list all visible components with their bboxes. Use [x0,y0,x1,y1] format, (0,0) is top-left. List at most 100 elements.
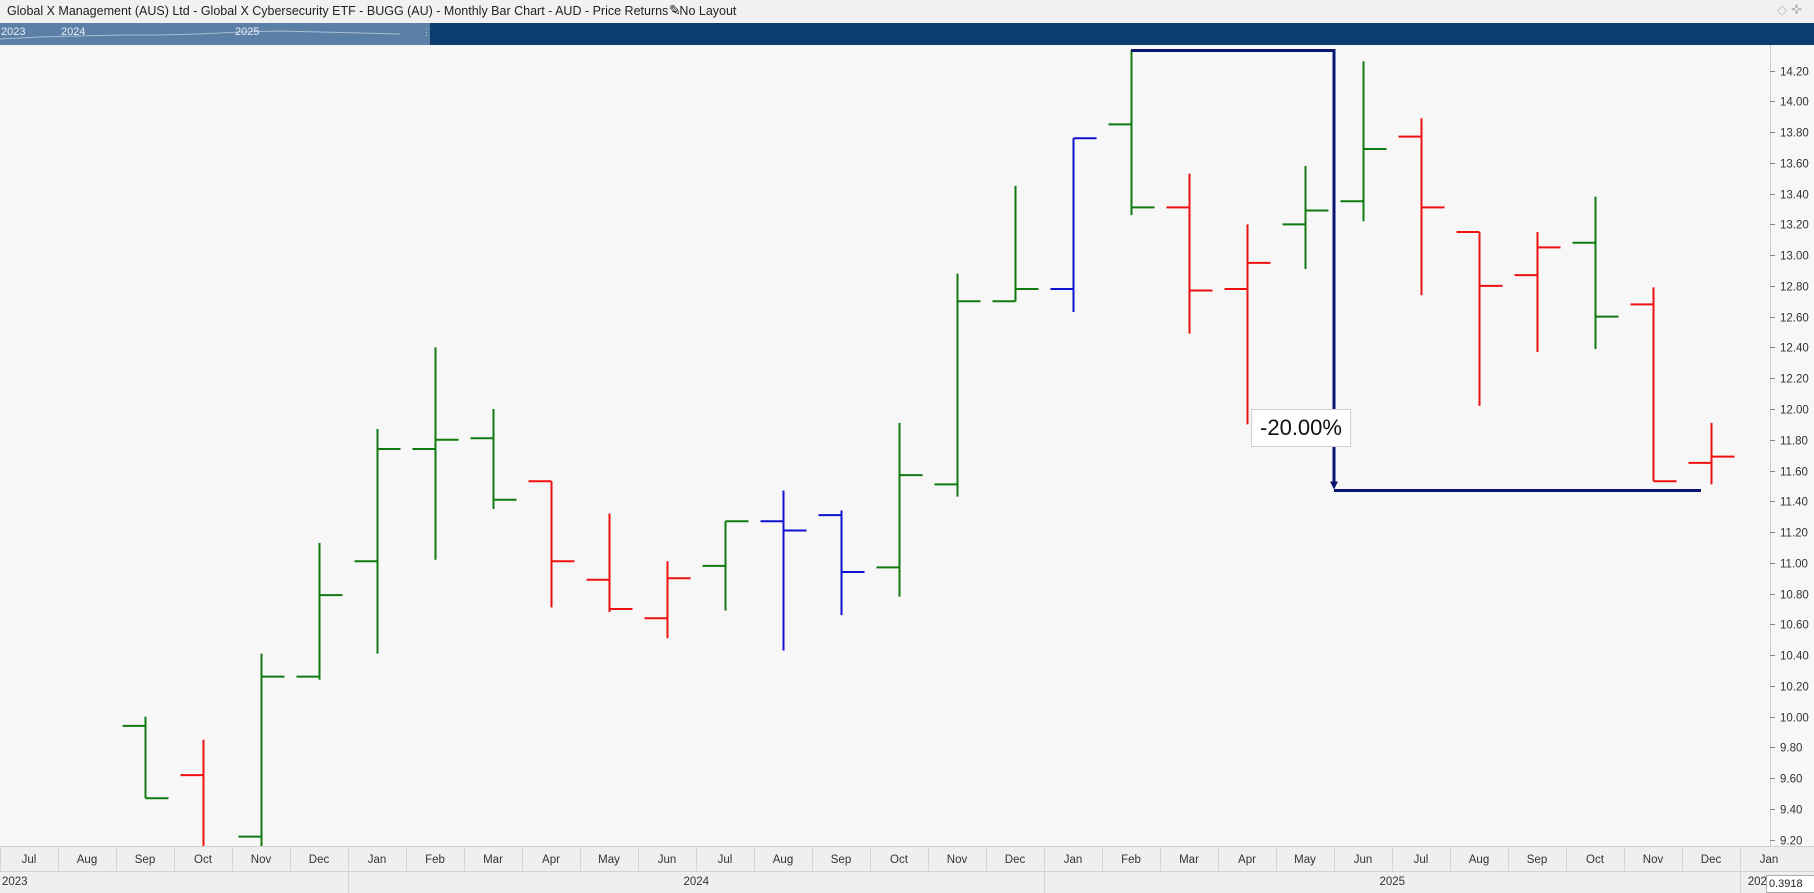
month-label: Jan [1064,854,1083,866]
ohlc-bar [644,561,691,639]
year-label: 2025 [1379,876,1405,888]
month-label: Aug [773,854,793,866]
month-label: Sep [1527,854,1547,866]
month-label: Mar [483,854,503,866]
ohlc-bar [586,513,633,613]
y-tick-label: 11.20 [1780,528,1808,540]
y-tick-label: 10.80 [1780,590,1809,602]
month-label: Oct [890,854,909,866]
navigator-year-2024: 2024 [61,26,86,38]
grip-icon[interactable]: ⋮ [422,27,431,37]
pin-icon[interactable]: ✜ [1791,2,1806,17]
plot-background [0,45,1770,846]
month-label: Apr [542,854,560,866]
navigator-year-2025: 2025 [235,26,260,38]
month-label: Dec [1005,854,1026,866]
ohlc-bars [122,50,1735,872]
y-tick-label: 13.40 [1780,190,1809,202]
y-tick-label: 11.00 [1780,559,1808,571]
y-tick-label: 9.40 [1780,805,1802,817]
month-label: Aug [1469,854,1489,866]
y-tick-label: 10.60 [1780,620,1809,632]
measure-arrowhead [1330,481,1338,490]
month-label: Jan [1760,854,1779,866]
plot-area [0,45,1771,846]
y-tick-label: 9.20 [1780,836,1802,848]
ohlc-bar [122,716,169,800]
month-label: Dec [1701,854,1722,866]
y-tick-label: 12.20 [1780,374,1809,386]
y-tick-label: 14.00 [1780,97,1809,109]
measure-bracket [1131,48,1336,483]
navigator-year-2023: 2023 [1,26,26,38]
month-label: May [1294,854,1316,866]
ohlc-bar [238,653,285,871]
ohlc-bar [296,542,343,680]
year-label: 2023 [2,876,28,888]
diamond-icon[interactable]: ◇ [1777,2,1792,17]
month-label: Nov [251,854,272,866]
measure-tool [1131,48,1701,493]
month-label: Dec [309,854,330,866]
ohlc-bar [1340,61,1387,222]
month-label: Aug [77,854,97,866]
navigator-window[interactable]: 2023 2024 2025 ⋮ [0,23,431,45]
ohlc-bar [1166,173,1213,334]
month-label: Feb [1121,854,1141,866]
month-label: Sep [135,854,155,866]
window-title: Global X Management (AUS) Ltd - Global X… [7,4,737,18]
ohlc-bar [1688,422,1735,485]
ohlc-bar [354,428,401,654]
month-label: Jan [368,854,387,866]
ohlc-bar [760,490,807,651]
y-tick-label: 11.40 [1780,497,1808,509]
ohlc-bar [702,520,749,611]
date-navigator[interactable]: 2023 2024 2025 ⋮ [0,23,1814,45]
ohlc-bar [1514,232,1561,353]
title-bar: Global X Management (AUS) Ltd - Global X… [0,0,1814,24]
x-axis: Jul Aug Sep Oct Nov Dec Jan Feb Mar Apr May Jun Jul A… [0,846,1814,893]
x-axis-background [0,846,1814,893]
month-label: Nov [947,854,968,866]
ohlc-bar [1572,196,1619,349]
ohlc-bar [1224,224,1271,425]
month-label: Jul [718,854,733,866]
navigator-sparkline [0,30,401,40]
y-tick-label: 13.00 [1780,251,1809,263]
ohlc-bar [470,408,517,509]
window-controls: ◇✜ [1777,2,1806,18]
y-tick-label: 12.80 [1780,282,1809,294]
y-tick-label: 10.40 [1780,651,1809,663]
y-axis: 9.009.209.409.609.8010.0010.2010.4010.60… [1770,67,1809,879]
price-chart[interactable]: 9.009.209.409.609.8010.0010.2010.4010.60… [0,45,1814,893]
ohlc-bar [1630,287,1677,483]
ohlc-bar [818,510,865,616]
month-label: Oct [1586,854,1605,866]
measure-percent-label: -20.00% [1251,409,1351,447]
y-tick-label: 10.20 [1780,682,1809,694]
ohlc-bar [1050,137,1097,313]
y-tick-label: 13.20 [1780,220,1809,232]
y-tick-label: 10.00 [1780,713,1809,725]
y-tick-label: 9.60 [1780,774,1802,786]
ohlc-bar [528,480,575,608]
month-label: May [598,854,620,866]
y-tick-label: 9.80 [1780,743,1802,755]
month-label: Jul [1414,854,1429,866]
month-label: Jul [22,854,37,866]
month-label: Jun [1354,854,1373,866]
month-label: Nov [1643,854,1664,866]
y-tick-label: 12.40 [1780,343,1809,355]
month-label: Jun [658,854,677,866]
ohlc-bar [876,422,923,597]
y-tick-label: 13.80 [1780,128,1809,140]
pencil-icon[interactable]: ✎ [669,2,681,18]
month-label: Feb [425,854,445,866]
month-label: Sep [831,854,851,866]
month-label: Oct [194,854,213,866]
year-label: 2024 [683,876,709,888]
y-tick-label: 12.00 [1780,405,1809,417]
ohlc-bar [1108,50,1155,216]
ohlc-bar [934,273,981,497]
y-tick-label: 11.80 [1780,436,1808,448]
